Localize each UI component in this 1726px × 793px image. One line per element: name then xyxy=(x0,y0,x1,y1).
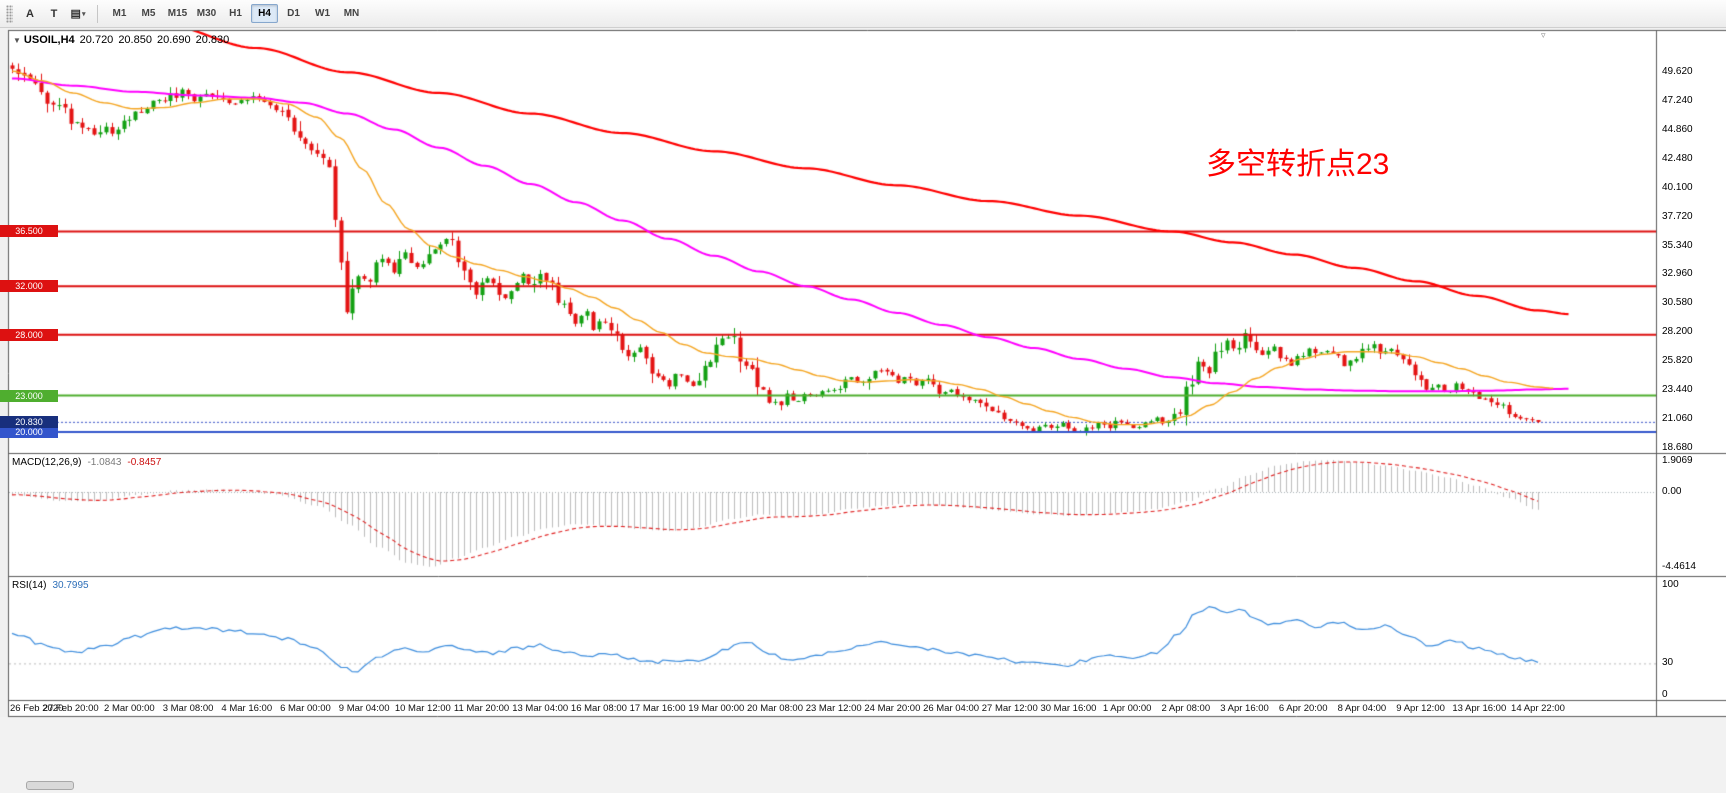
timeframe-button-h1[interactable]: H1 xyxy=(229,8,242,19)
ohlc-high: 20.850 xyxy=(118,34,152,46)
rsi-panel-splitter[interactable] xyxy=(8,574,1726,579)
toolbar: A T ▤ ▾ M1 M5 M15 M30 H1 H4 D1 W1 MN xyxy=(0,0,1726,28)
oct-expander-icon[interactable]: ▼ xyxy=(13,36,21,45)
chevron-down-icon: ▾ xyxy=(81,10,86,18)
ohlc-close: 20.830 xyxy=(195,34,230,46)
symbol-period-label: USOIL,H4 xyxy=(23,34,75,46)
toolbar-separator xyxy=(97,4,98,23)
macd-name: MACD(12,26,9) xyxy=(12,457,82,468)
timeframe-button-w1[interactable]: W1 xyxy=(315,8,330,19)
collapsed-panel-tab[interactable] xyxy=(26,781,74,790)
timeframe-button-m15[interactable]: M15 xyxy=(167,8,188,19)
timeframe-button-d1[interactable]: D1 xyxy=(287,8,300,19)
text-tool-button[interactable]: T xyxy=(50,7,58,20)
timeframe-button-m1[interactable]: M1 xyxy=(112,8,127,19)
macd-panel-splitter[interactable] xyxy=(8,451,1726,456)
timeframe-button-mn[interactable]: MN xyxy=(343,8,360,19)
objects-dropdown-button[interactable]: ▤ ▾ xyxy=(70,8,86,20)
annotation-tool-button[interactable]: A xyxy=(26,7,34,20)
timeframe-button-m5[interactable]: M5 xyxy=(141,8,156,19)
macd-signal-value: -0.8457 xyxy=(127,457,162,468)
rsi-value: 30.7995 xyxy=(52,580,89,591)
macd-indicator-label: MACD(12,26,9) -1.0843 -0.8457 xyxy=(12,457,167,468)
chart-shift-marker-icon: ▿ xyxy=(1541,30,1546,40)
chart-ohlc-header: ▼ USOIL,H4 20.720 20.850 20.690 20.830 xyxy=(13,34,234,46)
chart-text-annotation[interactable]: 多空转折点23 xyxy=(1206,148,1390,181)
rsi-name: RSI(14) xyxy=(12,580,47,591)
rsi-indicator-label: RSI(14) 30.7995 xyxy=(12,580,95,591)
ohlc-low: 20.690 xyxy=(156,34,191,46)
ohlc-open: 20.720 xyxy=(79,34,114,46)
timeframe-button-m30[interactable]: M30 xyxy=(196,8,217,19)
timeframe-button-h4[interactable]: H4 xyxy=(251,4,278,23)
macd-main-value: -1.0843 xyxy=(87,457,122,468)
toolbar-drag-grip[interactable] xyxy=(6,4,13,23)
